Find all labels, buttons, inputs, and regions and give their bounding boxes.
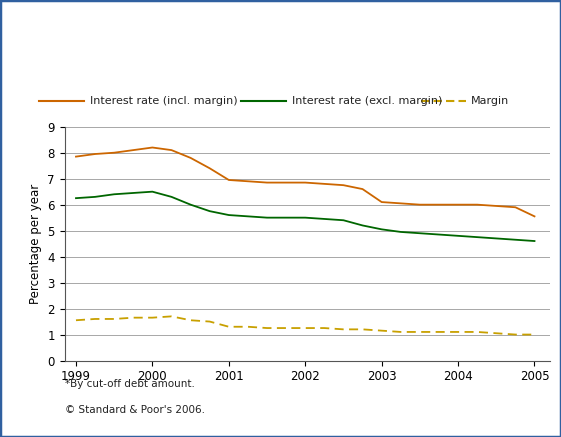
Text: Margin: Margin — [471, 96, 509, 106]
Text: Interest rate (incl. margin): Interest rate (incl. margin) — [90, 96, 237, 106]
Y-axis label: Percentage per year: Percentage per year — [29, 184, 42, 304]
Text: *By cut-off debt amount.: *By cut-off debt amount. — [65, 379, 195, 389]
Text: Interest rate (excl. margin): Interest rate (excl. margin) — [292, 96, 442, 106]
Text: © Standard & Poor's 2006.: © Standard & Poor's 2006. — [65, 405, 205, 415]
Text: Margin*: Margin* — [10, 51, 66, 63]
Text: Chart 1: Weighted-Average Interest Rate, Interest Rate Before Margin, and Loan: Chart 1: Weighted-Average Interest Rate,… — [10, 21, 561, 34]
